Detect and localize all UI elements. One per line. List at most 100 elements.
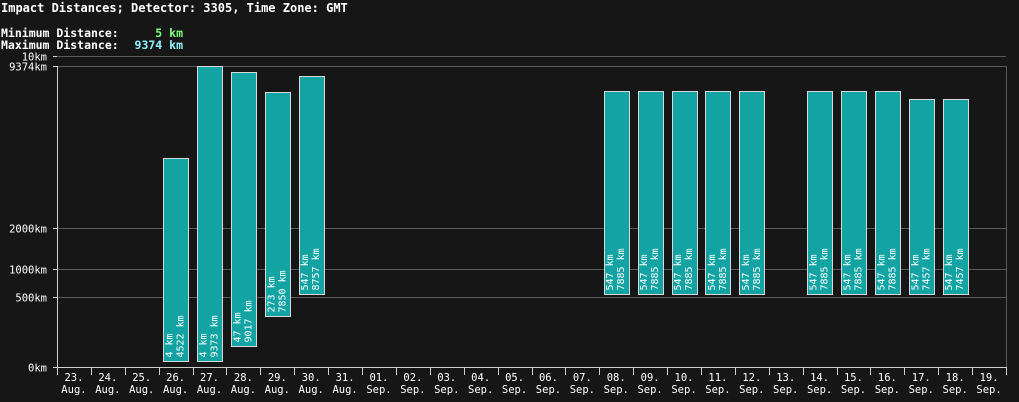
x-tick-label-day: 24.: [98, 372, 117, 384]
x-tick-label-day: 17.: [912, 372, 931, 384]
x-tick-label-month: Sep.: [536, 384, 561, 396]
distance-range-bar: [841, 91, 867, 295]
bar-min-label: 4 km: [199, 333, 210, 357]
x-tick-label-day: 10.: [675, 372, 694, 384]
x-tick-label-day: 06.: [539, 372, 558, 384]
maximum-distance-value: 9374 km: [134, 38, 183, 52]
minimum-distance-row: Minimum Distance: 5 km: [1, 26, 183, 40]
bar-max-label: 9017 km: [243, 300, 254, 342]
axes: [53, 56, 1007, 375]
distance-range-bar: [638, 91, 664, 295]
x-tick-label-day: 14.: [810, 372, 829, 384]
bar-max-label: 7885 km: [718, 248, 729, 290]
maximum-distance-label: Maximum Distance:: [1, 38, 119, 52]
bar-min-label: 547 km: [876, 254, 887, 290]
bar-min-label: 547 km: [809, 254, 820, 290]
bar-max-label: 9373 km: [210, 315, 221, 357]
bar-max-label: 8757 km: [311, 248, 322, 290]
y-tick-label: 10km: [22, 52, 47, 64]
bar-max-label: 7850 km: [277, 270, 288, 312]
bar-min-label: 273 km: [266, 276, 277, 312]
x-tick-label-month: Sep.: [400, 384, 425, 396]
x-tick-label-day: 16.: [878, 372, 897, 384]
x-tick-label-day: 12.: [742, 372, 761, 384]
y-tick-label: 2000km: [9, 224, 47, 236]
bar-min-label: 547 km: [944, 254, 955, 290]
y-tick-label: 0km: [28, 363, 47, 375]
minimum-distance-value: 5 km: [155, 26, 183, 40]
x-tick-label-month: Sep.: [705, 384, 730, 396]
x-tick-label-day: 02.: [403, 372, 422, 384]
bar-max-label: 7885 km: [752, 248, 763, 290]
x-tick-label-month: Aug.: [61, 384, 86, 396]
bar-max-label: 7885 km: [853, 248, 864, 290]
minimum-distance-label: Minimum Distance:: [1, 26, 119, 40]
x-tick-label-day: 07.: [573, 372, 592, 384]
distance-range-bar: [739, 91, 765, 295]
x-tick-label-day: 27.: [200, 372, 219, 384]
y-tick-label: 500km: [15, 293, 47, 305]
maximum-distance-row: Maximum Distance: 9374 km: [1, 38, 183, 52]
x-tick-label-day: 28.: [234, 372, 253, 384]
x-tick-label-month: Sep.: [807, 384, 832, 396]
x-tick-label-day: 13.: [776, 372, 795, 384]
distance-range-bar: [265, 92, 291, 317]
bar-max-label: 7885 km: [650, 248, 661, 290]
distance-range-bar: [197, 66, 223, 362]
bar-min-label: 547 km: [605, 254, 616, 290]
x-tick-label-day: 25.: [132, 372, 151, 384]
bar-max-label: 7885 km: [684, 248, 695, 290]
distance-range-bar: [299, 76, 325, 295]
x-tick-label-month: Sep.: [434, 384, 459, 396]
x-tick-label-month: Sep.: [604, 384, 629, 396]
x-tick-label-month: Sep.: [637, 384, 662, 396]
x-tick-label-day: 26.: [166, 372, 185, 384]
x-tick-label-month: Aug.: [299, 384, 324, 396]
distance-range-bar: [163, 158, 189, 362]
x-tick-label-day: 01.: [369, 372, 388, 384]
x-tick-label-month: Sep.: [570, 384, 595, 396]
x-tick-label-month: Aug.: [95, 384, 120, 396]
x-tick-label-day: 29.: [268, 372, 287, 384]
x-tick-label-month: Aug.: [163, 384, 188, 396]
x-tick-label-month: Sep.: [841, 384, 866, 396]
x-tick-label-day: 18.: [946, 372, 965, 384]
chart-title: Impact Distances; Detector: 3305, Time Z…: [1, 1, 348, 15]
x-tick-label-day: 09.: [641, 372, 660, 384]
bar-max-label: 7885 km: [616, 248, 627, 290]
x-tick-label-month: Aug.: [197, 384, 222, 396]
x-tick-label-month: Sep.: [773, 384, 798, 396]
bar-min-label: 547 km: [910, 254, 921, 290]
x-tick-label-month: Aug.: [265, 384, 290, 396]
distance-range-bar: [231, 72, 257, 347]
x-tick-label-month: Aug.: [332, 384, 357, 396]
bar-max-label: 4522 km: [176, 315, 187, 357]
x-tick-label-month: Aug.: [231, 384, 256, 396]
x-tick-label-month: Sep.: [976, 384, 1001, 396]
x-tick-label-month: Sep.: [875, 384, 900, 396]
x-tick-label-day: 15.: [844, 372, 863, 384]
axis-labels: 0km10km20km50km100km200km500km1000km2000…: [9, 52, 1002, 397]
bar-min-label: 547 km: [639, 254, 650, 290]
x-tick-label-day: 30.: [302, 372, 321, 384]
x-tick-label-day: 04.: [471, 372, 490, 384]
x-tick-label-day: 03.: [437, 372, 456, 384]
x-tick-label-month: Sep.: [468, 384, 493, 396]
bar-max-label: 7885 km: [887, 248, 898, 290]
x-tick-label-day: 31.: [336, 372, 355, 384]
x-tick-label-day: 11.: [708, 372, 727, 384]
x-tick-label-day: 23.: [64, 372, 83, 384]
x-tick-label-day: 19.: [980, 372, 999, 384]
x-tick-label-month: Sep.: [502, 384, 527, 396]
x-tick-label-month: Sep.: [366, 384, 391, 396]
bar-min-label: 47 km: [232, 312, 243, 342]
distance-range-bar: [909, 99, 935, 295]
bar-min-label: 547 km: [842, 254, 853, 290]
bar-max-label: 7457 km: [955, 248, 966, 290]
x-tick-label-day: 08.: [607, 372, 626, 384]
distance-range-bar: [604, 91, 630, 295]
distance-range-bar: [807, 91, 833, 295]
distance-range-bar: [672, 91, 698, 295]
y-tick-label: 9374km: [9, 62, 47, 74]
